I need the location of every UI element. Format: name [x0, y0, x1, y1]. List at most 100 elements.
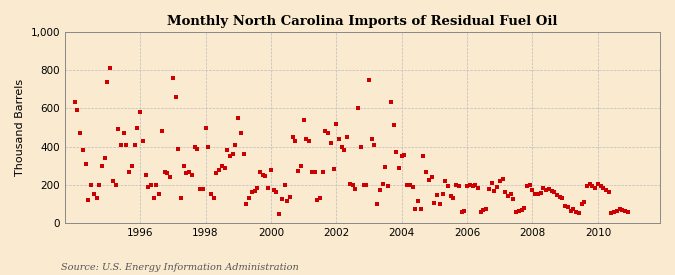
Point: [601, 188, 612, 192]
Point: [506, 192, 516, 197]
Point: [543, 186, 554, 191]
Point: [138, 139, 148, 143]
Point: [372, 202, 383, 206]
Point: [519, 206, 530, 210]
Point: [288, 135, 298, 139]
Point: [70, 100, 80, 104]
Point: [86, 183, 97, 187]
Point: [315, 196, 325, 200]
Point: [549, 189, 560, 194]
Point: [459, 208, 470, 213]
Point: [524, 183, 535, 187]
Point: [298, 118, 309, 122]
Point: [364, 78, 375, 82]
Point: [410, 207, 421, 211]
Point: [197, 186, 208, 191]
Point: [402, 183, 412, 187]
Point: [309, 169, 320, 174]
Point: [391, 150, 402, 155]
Point: [301, 137, 312, 141]
Point: [246, 189, 257, 194]
Point: [541, 188, 551, 192]
Point: [344, 182, 355, 186]
Point: [522, 184, 533, 188]
Point: [91, 196, 102, 200]
Point: [260, 174, 271, 178]
Point: [115, 142, 126, 147]
Point: [590, 186, 601, 190]
Point: [244, 196, 254, 200]
Point: [448, 196, 459, 200]
Point: [200, 125, 211, 130]
Point: [375, 188, 385, 192]
Point: [88, 192, 99, 197]
Point: [570, 210, 581, 214]
Point: [603, 189, 614, 194]
Point: [380, 164, 391, 169]
Point: [353, 106, 364, 111]
Point: [388, 122, 399, 127]
Point: [140, 173, 151, 178]
Point: [306, 170, 317, 175]
Point: [385, 100, 396, 104]
Point: [508, 197, 519, 202]
Point: [483, 186, 494, 191]
Point: [132, 125, 143, 130]
Point: [399, 153, 410, 158]
Point: [331, 122, 342, 126]
Point: [165, 175, 176, 180]
Point: [478, 208, 489, 212]
Point: [236, 131, 246, 136]
Point: [585, 182, 595, 186]
Point: [222, 148, 233, 153]
Point: [367, 137, 377, 141]
Point: [271, 189, 281, 194]
Point: [369, 142, 380, 147]
Point: [126, 164, 137, 168]
Point: [440, 179, 451, 183]
Point: [105, 66, 115, 70]
Point: [554, 195, 565, 200]
Point: [97, 164, 107, 168]
Point: [568, 207, 578, 211]
Text: Source: U.S. Energy Information Administration: Source: U.S. Energy Information Administ…: [61, 263, 298, 272]
Point: [176, 196, 186, 200]
Point: [265, 167, 276, 172]
Point: [143, 185, 154, 189]
Point: [219, 166, 230, 170]
Point: [317, 170, 328, 175]
Point: [516, 208, 527, 212]
Point: [110, 183, 121, 187]
Point: [595, 184, 606, 188]
Point: [562, 205, 573, 209]
Point: [472, 186, 483, 190]
Point: [511, 210, 522, 214]
Point: [217, 164, 227, 168]
Point: [358, 183, 369, 187]
Point: [268, 188, 279, 192]
Point: [582, 184, 593, 188]
Point: [535, 190, 546, 195]
Point: [350, 186, 360, 191]
Point: [587, 184, 598, 188]
Point: [181, 171, 192, 176]
Point: [121, 142, 132, 147]
Point: [606, 210, 617, 215]
Point: [279, 183, 290, 187]
Point: [557, 196, 568, 200]
Point: [276, 197, 287, 202]
Point: [533, 191, 543, 196]
Point: [475, 210, 486, 214]
Point: [230, 142, 241, 147]
Point: [494, 179, 505, 183]
Point: [72, 108, 83, 112]
Point: [421, 169, 431, 174]
Point: [464, 183, 475, 187]
Point: [162, 171, 173, 176]
Point: [443, 184, 454, 188]
Point: [383, 184, 394, 188]
Point: [107, 179, 118, 183]
Point: [415, 207, 426, 211]
Point: [99, 156, 110, 160]
Point: [83, 198, 94, 202]
